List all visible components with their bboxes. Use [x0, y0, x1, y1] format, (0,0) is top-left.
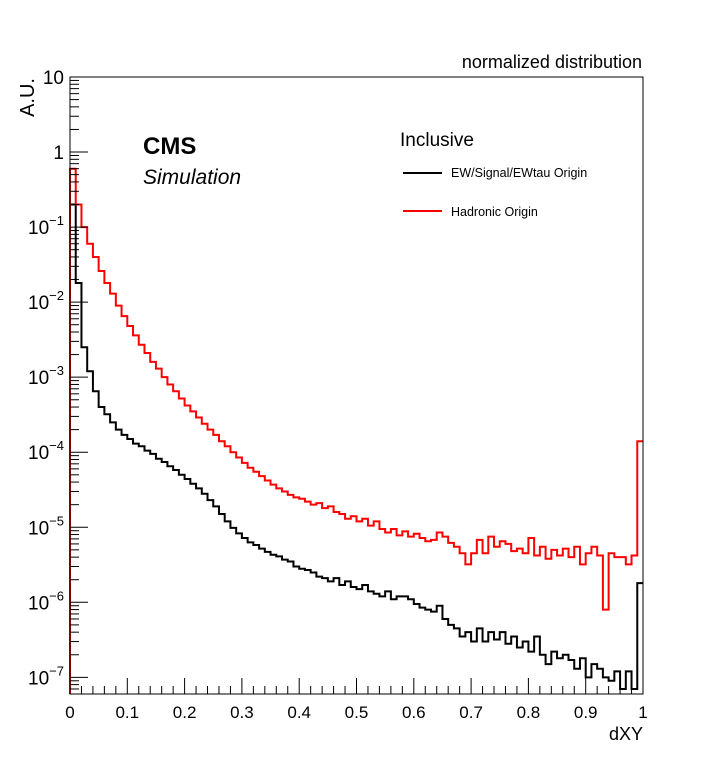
series-layer [69, 167, 643, 694]
x-tick-label: 0.3 [230, 703, 254, 722]
legend: EW/Signal/EWtau Origin Hadronic Origin [403, 166, 587, 219]
x-tick-label: 0.6 [402, 703, 426, 722]
x-axis-label: dXY [609, 724, 643, 744]
y-axis-ticks: 10 1 10−1 10−2 10−3 10−4 10−5 10−6 10−7 [28, 68, 88, 695]
legend-label-hadronic: Hadronic Origin [451, 205, 538, 219]
experiment-sublabel: Simulation [143, 166, 241, 189]
experiment-label: CMS [143, 133, 196, 160]
y-tick-label: 10−4 [28, 438, 64, 464]
y-tick-label: 10 [43, 68, 64, 89]
chart-title: normalized distribution [462, 52, 642, 72]
y-tick-label: 10−3 [28, 363, 64, 389]
x-tick-label: 0.9 [574, 703, 598, 722]
series-line-ew-signal [69, 203, 643, 694]
x-tick-label: 0.7 [459, 703, 483, 722]
x-tick-label: 0 [65, 703, 74, 722]
x-tick-label: 0.1 [115, 703, 139, 722]
y-axis-label: A.U. [17, 78, 39, 117]
y-tick-label: 10−6 [28, 588, 64, 614]
y-tick-label: 10−5 [28, 513, 64, 539]
y-tick-label: 1 [53, 143, 64, 164]
x-tick-label: 1 [638, 703, 647, 722]
x-tick-label: 0.4 [287, 703, 311, 722]
legend-label-ew-signal: EW/Signal/EWtau Origin [451, 166, 587, 180]
legend-header: Inclusive [400, 130, 474, 151]
x-tick-label: 0.5 [345, 703, 369, 722]
x-tick-label: 0.2 [173, 703, 197, 722]
x-tick-label: 0.8 [517, 703, 541, 722]
y-tick-label: 10−7 [28, 663, 64, 689]
y-tick-label: 10−2 [28, 288, 64, 314]
series-line-hadronic [69, 167, 643, 694]
y-tick-label: 10−1 [28, 213, 64, 239]
plot-frame [69, 76, 644, 695]
x-axis-ticks: 0 0.1 0.2 0.3 0.4 0.5 0.6 0.7 0.8 0.9 1 [65, 678, 648, 722]
